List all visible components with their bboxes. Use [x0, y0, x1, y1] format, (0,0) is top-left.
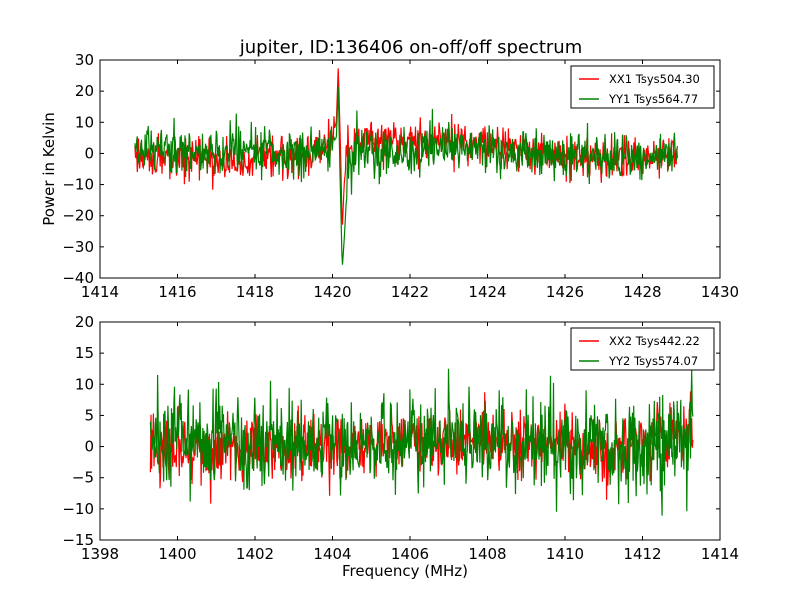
x-tick-label: 1410 [546, 545, 584, 563]
plot-area [134, 68, 678, 265]
y-tick-label: −20 [62, 207, 94, 225]
plot-area [149, 368, 694, 516]
legend-box [570, 327, 715, 371]
legend-entry: XX2 Tsys442.22 [609, 334, 700, 348]
x-tick-label: 1412 [623, 545, 661, 563]
x-tick-label: 1414 [81, 283, 119, 301]
y-tick-label: −5 [72, 469, 94, 487]
y-tick-label: 30 [75, 51, 94, 69]
y-tick-label: −40 [62, 269, 94, 287]
figure-title: jupiter, ID:136406 on-off/off spectrum [239, 37, 583, 58]
x-tick-label: 1414 [701, 545, 739, 563]
x-tick-label: 1404 [313, 545, 351, 563]
x-tick-label: 1426 [546, 283, 584, 301]
legend-entry: YY1 Tsys564.77 [608, 92, 698, 106]
x-tick-label: 1406 [391, 545, 429, 563]
y-tick-label: 20 [75, 82, 94, 100]
y-axis-label: Power in Kelvin [40, 112, 58, 226]
legend-box [570, 65, 715, 109]
y-tick-label: 0 [84, 438, 94, 456]
x-tick-label: 1420 [313, 283, 351, 301]
y-tick-label: −10 [62, 500, 94, 518]
y-tick-label: 10 [75, 113, 94, 131]
x-tick-label: 1422 [391, 283, 429, 301]
legend: XX1 Tsys504.30 YY1 Tsys564.77 [570, 65, 715, 109]
series-line-yy [149, 368, 694, 516]
x-tick-label: 1424 [468, 283, 506, 301]
y-tick-label: 5 [84, 406, 94, 424]
series-line-yy [134, 86, 678, 265]
x-tick-label: 1408 [468, 545, 506, 563]
y-tick-label: −10 [62, 176, 94, 194]
legend: XX2 Tsys442.22 YY2 Tsys574.07 [570, 327, 715, 371]
legend-entry: YY2 Tsys574.07 [608, 354, 698, 368]
x-axis-label: Frequency (MHz) [342, 562, 468, 580]
y-tick-label: 0 [84, 144, 94, 162]
y-tick-label: 20 [75, 313, 94, 331]
x-tick-label: 1402 [236, 545, 274, 563]
top-spectrum-chart: 1414 1416 1418 1420 1422 1424 1426 1428 1430 −40 −… [40, 51, 739, 301]
x-tick-label: 1430 [701, 283, 739, 301]
y-tick-label: 15 [75, 344, 94, 362]
x-tick-label: 1428 [623, 283, 661, 301]
x-tick-label: 1418 [236, 283, 274, 301]
y-tick-label: −30 [62, 238, 94, 256]
y-tick-label: −15 [62, 531, 94, 549]
bottom-spectrum-chart: 1398 1400 1402 1404 1406 1408 1410 1412 1414 −15 −… [62, 313, 739, 580]
x-tick-label: 1398 [81, 545, 119, 563]
x-tick-label: 1416 [158, 283, 196, 301]
y-tick-label: 10 [75, 375, 94, 393]
legend-entry: XX1 Tsys504.30 [609, 72, 700, 86]
x-tick-label: 1400 [158, 545, 196, 563]
